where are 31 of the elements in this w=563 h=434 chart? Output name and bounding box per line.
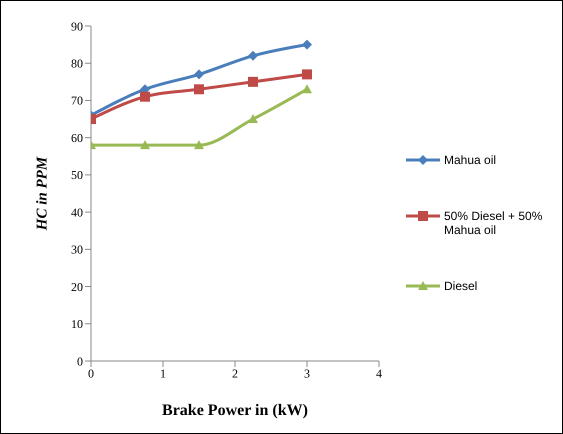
y-axis-title: HC in PPM [34, 156, 50, 232]
x-tick-label: 2 [232, 366, 238, 381]
legend-label: 50% Diesel + 50% Mahua oil [444, 209, 544, 237]
y-tick-label: 80 [71, 56, 83, 70]
y-tick-label: 50 [71, 168, 83, 182]
y-tick-label: 40 [71, 205, 83, 220]
x-axis-title: Brake Power in (kW) [162, 402, 308, 419]
y-tick-label: 70 [71, 94, 83, 108]
legend-label: Mahua oil [444, 153, 496, 167]
y-tick-label: 20 [71, 280, 83, 294]
point [140, 92, 150, 102]
y-tick-label: 0 [77, 354, 83, 368]
point [140, 140, 150, 150]
point [194, 69, 204, 80]
point [302, 40, 312, 50]
point [248, 114, 258, 124]
point [302, 84, 312, 94]
point [248, 50, 258, 61]
y-tick-label: 60 [71, 130, 83, 145]
point [248, 76, 258, 87]
x-tick-label: 4 [376, 366, 382, 381]
point [302, 69, 312, 80]
x-tick-label: 1 [160, 366, 166, 381]
y-tick-label: 90 [71, 19, 83, 34]
y-tick-label: 10 [71, 317, 83, 332]
x-tick-label: 0 [88, 366, 94, 381]
point [194, 84, 204, 94]
x-tick-label: 3 [304, 366, 310, 381]
y-tick-label: 30 [71, 242, 83, 257]
legend-label: Diesel [444, 279, 478, 293]
point [194, 140, 204, 150]
